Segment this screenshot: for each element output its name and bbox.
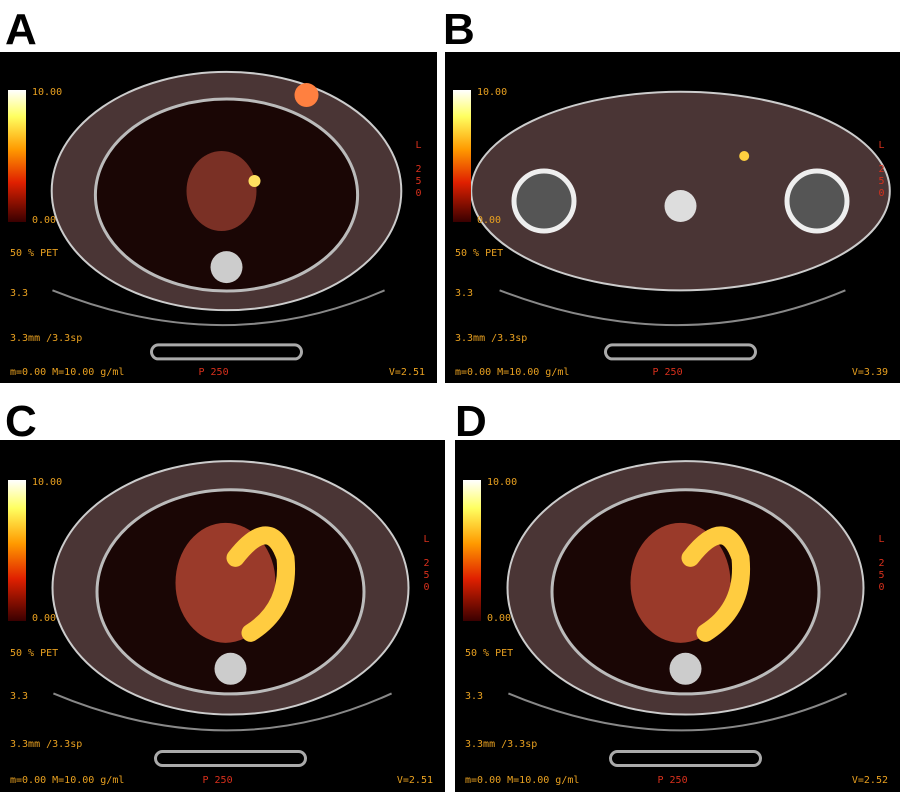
orientation: L 250: [413, 140, 424, 200]
scan-image: 10.00 0.00 50 % PET 3.3 3.3mm /3.3sp m=0.00 M…: [455, 440, 900, 792]
uptake: [294, 83, 319, 108]
scan-image: 10.00 0.00 50 % PET 3.3 3.3mm /3.3sp m=0.00 M…: [0, 440, 445, 792]
position: P 250: [657, 775, 688, 787]
spine: [214, 652, 247, 685]
scale-max: 10.00: [477, 87, 508, 98]
slice: 3.3: [455, 288, 474, 299]
value: V=2.51: [396, 775, 433, 787]
scale-max: 10.00: [32, 87, 63, 98]
color-scale: [463, 480, 481, 621]
slice: 3.3: [10, 691, 29, 703]
scan-table: [499, 289, 846, 327]
spine: [669, 652, 702, 685]
bone: [784, 168, 850, 234]
scale-min: 0.00: [32, 215, 57, 226]
thickness: 3.3mm /3.3sp: [465, 738, 538, 750]
panel-label: D: [455, 397, 487, 446]
spine: [210, 251, 243, 284]
orientation: L 250: [876, 533, 887, 594]
scale-min: 0.00: [477, 215, 502, 226]
range: m=0.00 M=10.00 g/ml: [10, 367, 125, 378]
pet-blend: 50 % PET: [10, 648, 59, 660]
scan-table: [604, 343, 757, 361]
pet-blend: 50 % PET: [10, 248, 59, 259]
mediastinum: [186, 151, 257, 232]
scan-image: 10.00 0.00 50 % PET 3.3 3.3mm /3.3sp m=0.00 M…: [445, 52, 900, 383]
panel-label: A: [5, 5, 37, 54]
scan-anatomy: [506, 460, 865, 768]
value: V=3.39: [851, 367, 888, 378]
position: P 250: [652, 367, 683, 378]
scan-anatomy: [50, 70, 403, 361]
orientation: L 250: [876, 140, 887, 200]
scan-image: 10.00 0.00 50 % PET 3.3 3.3mm /3.3sp m=0.00 M…: [0, 52, 437, 383]
scale-min: 0.00: [32, 613, 57, 625]
myocardium: [681, 526, 751, 642]
panel-label: B: [443, 5, 475, 54]
scan-anatomy: [470, 90, 891, 361]
color-scale: [8, 480, 26, 621]
range: m=0.00 M=10.00 g/ml: [455, 367, 570, 378]
position: P 250: [202, 775, 233, 787]
scan-table: [609, 750, 762, 768]
value: V=2.52: [851, 775, 888, 787]
pet-blend: 50 % PET: [465, 648, 514, 660]
scan-table: [508, 692, 848, 732]
range: m=0.00 M=10.00 g/ml: [465, 775, 580, 787]
scale-min: 0.00: [487, 613, 512, 625]
color-scale: [8, 90, 26, 222]
bone: [511, 168, 577, 234]
slice: 3.3: [10, 288, 29, 299]
myocardium: [226, 526, 296, 642]
thickness: 3.3mm /3.3sp: [10, 333, 83, 344]
scan-table: [52, 289, 385, 326]
scan-table: [154, 750, 307, 768]
range: m=0.00 M=10.00 g/ml: [10, 775, 125, 787]
panel-label: C: [5, 397, 37, 446]
scan-anatomy: [51, 460, 410, 768]
thickness: 3.3mm /3.3sp: [455, 333, 528, 344]
thickness: 3.3mm /3.3sp: [10, 738, 83, 750]
position: P 250: [198, 367, 229, 378]
orientation: L 250: [421, 533, 432, 594]
pet-blend: 50 % PET: [455, 248, 504, 259]
scan-table: [150, 343, 303, 361]
color-scale: [453, 90, 471, 222]
scale-max: 10.00: [487, 477, 518, 489]
value: V=2.51: [388, 367, 425, 378]
scan-table: [53, 692, 393, 732]
slice: 3.3: [465, 691, 484, 703]
uptake: [248, 175, 261, 188]
scale-max: 10.00: [32, 477, 63, 489]
spine: [664, 190, 697, 223]
uptake: [739, 151, 750, 162]
